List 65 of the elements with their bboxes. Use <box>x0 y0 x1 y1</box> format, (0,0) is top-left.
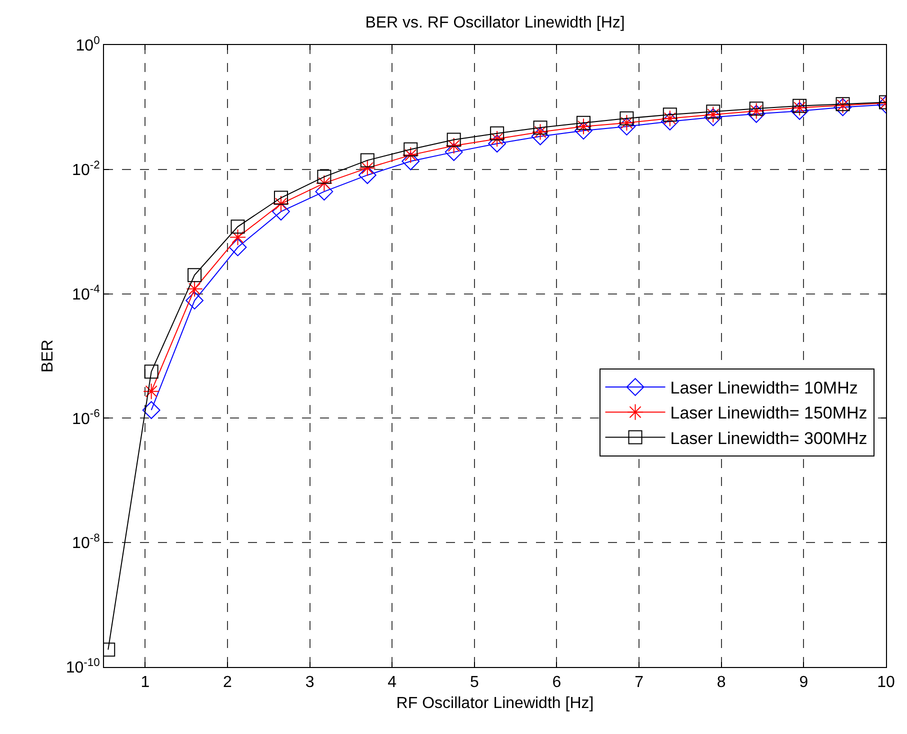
point <box>747 104 766 123</box>
point <box>618 118 636 136</box>
point <box>488 130 506 148</box>
point <box>490 126 504 140</box>
point <box>188 268 202 282</box>
x-tick-label: 3 <box>305 674 314 692</box>
point <box>272 202 290 221</box>
point <box>531 127 550 146</box>
point <box>574 122 592 140</box>
point <box>229 228 246 246</box>
x-tick-label: 2 <box>223 674 232 692</box>
legend-label: Laser Linewidth= 300MHz <box>670 428 868 448</box>
y-tick-label: 10$^{-10}$ <box>66 656 100 677</box>
point <box>360 153 374 168</box>
y-tick-label: 10$^{-2}$ <box>72 159 100 179</box>
x-tick-label: 5 <box>470 674 479 692</box>
chart-title: BER vs. RF Oscillator Linewidth [Hz] <box>365 14 625 32</box>
point <box>790 102 809 120</box>
point <box>704 106 722 123</box>
y-tick-label: 10$^{0}$ <box>76 34 100 55</box>
point <box>532 124 549 140</box>
point <box>358 166 376 184</box>
y-axis-title: BER <box>40 340 57 372</box>
point <box>446 137 462 154</box>
point <box>316 174 332 192</box>
point <box>575 118 592 135</box>
legend-label: Laser Linewidth= 150MHz <box>670 404 868 423</box>
point <box>359 160 376 176</box>
y-tick-label: 10$^{-8}$ <box>72 532 100 552</box>
point <box>704 108 722 126</box>
point <box>620 111 634 126</box>
point <box>274 190 288 205</box>
point <box>404 142 418 156</box>
point <box>186 280 203 298</box>
point <box>144 364 158 379</box>
point <box>660 112 679 130</box>
point <box>402 152 420 170</box>
point <box>230 220 245 234</box>
point <box>272 195 290 212</box>
point <box>662 110 678 127</box>
point <box>618 114 636 132</box>
y-tick-label: 10$^{-4}$ <box>72 284 100 304</box>
x-tick-label: 9 <box>799 674 808 692</box>
point <box>748 102 765 120</box>
x-tick-label: 10 <box>877 674 895 692</box>
point <box>791 99 808 116</box>
point <box>317 170 332 184</box>
point <box>142 401 160 420</box>
x-tick-label: 6 <box>552 674 562 692</box>
point <box>143 383 160 400</box>
x-tick-label: 4 <box>388 674 397 692</box>
x-tick-label: 8 <box>716 674 726 692</box>
point <box>444 143 463 162</box>
point <box>533 120 548 135</box>
y-tick-label: 10$^{-6}$ <box>72 408 100 428</box>
legend-label: Laser Linewidth= 10MHz <box>670 378 858 398</box>
point <box>446 132 461 147</box>
point <box>228 238 247 256</box>
point <box>488 134 506 153</box>
point <box>576 116 590 130</box>
x-tick-label: 7 <box>634 674 644 692</box>
point <box>402 146 419 164</box>
x-axis-title: RF Oscillator Linewidth [Hz] <box>396 694 594 712</box>
x-tick-label: 1 <box>140 674 150 692</box>
point <box>186 292 204 310</box>
